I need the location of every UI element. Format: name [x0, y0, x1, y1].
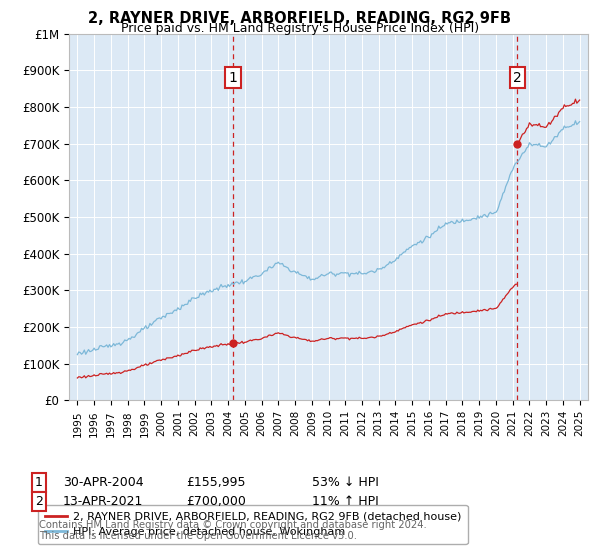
Legend: 2, RAYNER DRIVE, ARBORFIELD, READING, RG2 9FB (detached house), HPI: Average pri: 2, RAYNER DRIVE, ARBORFIELD, READING, RG… — [38, 505, 468, 544]
Text: This data is licensed under the Open Government Licence v3.0.: This data is licensed under the Open Gov… — [39, 531, 357, 541]
Text: Contains HM Land Registry data © Crown copyright and database right 2024.: Contains HM Land Registry data © Crown c… — [39, 520, 427, 530]
Text: £155,995: £155,995 — [186, 476, 245, 489]
Text: 1: 1 — [35, 476, 43, 489]
Text: Price paid vs. HM Land Registry's House Price Index (HPI): Price paid vs. HM Land Registry's House … — [121, 22, 479, 35]
Text: £700,000: £700,000 — [186, 494, 246, 508]
Text: 2: 2 — [35, 494, 43, 508]
Text: 2, RAYNER DRIVE, ARBORFIELD, READING, RG2 9FB: 2, RAYNER DRIVE, ARBORFIELD, READING, RG… — [89, 11, 511, 26]
Text: 13-APR-2021: 13-APR-2021 — [63, 494, 143, 508]
Text: 53% ↓ HPI: 53% ↓ HPI — [312, 476, 379, 489]
Text: 1: 1 — [229, 71, 238, 85]
Text: 2: 2 — [513, 71, 522, 85]
Text: 11% ↑ HPI: 11% ↑ HPI — [312, 494, 379, 508]
Text: 30-APR-2004: 30-APR-2004 — [63, 476, 143, 489]
